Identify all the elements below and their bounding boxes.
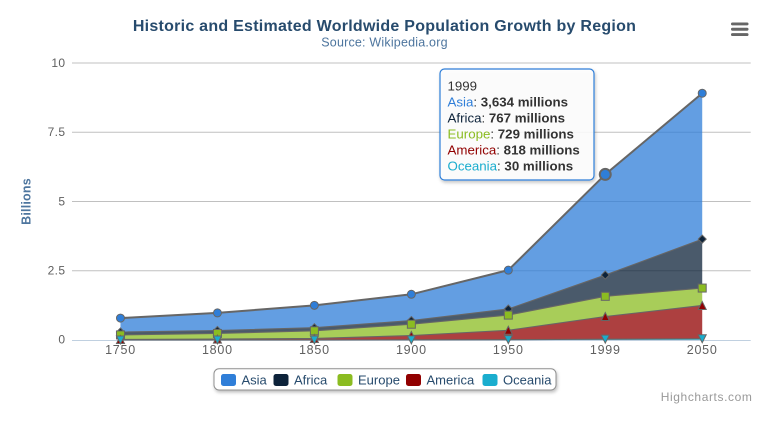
svg-text:5: 5: [58, 195, 65, 209]
svg-text:Asia: 3,634 millions: Asia: 3,634 millions: [448, 95, 568, 110]
svg-text:1750: 1750: [105, 343, 136, 357]
svg-text:Africa: Africa: [294, 373, 328, 388]
svg-text:Asia: Asia: [242, 373, 268, 388]
svg-text:Africa: 767 millions: Africa: 767 millions: [448, 111, 566, 126]
svg-text:Source: Wikipedia.org: Source: Wikipedia.org: [321, 36, 447, 50]
svg-text:Oceania: Oceania: [503, 373, 552, 388]
svg-text:America: America: [427, 373, 475, 388]
svg-text:Historic and Estimated Worldwi: Historic and Estimated Worldwide Populat…: [133, 18, 636, 35]
svg-text:2050: 2050: [687, 343, 718, 357]
svg-text:1850: 1850: [299, 343, 330, 357]
svg-text:1900: 1900: [396, 343, 427, 357]
svg-text:America: 818 millions: America: 818 millions: [448, 143, 580, 158]
svg-text:10: 10: [51, 56, 65, 70]
svg-text:Highcharts.com: Highcharts.com: [661, 390, 753, 404]
svg-text:0: 0: [58, 333, 65, 347]
svg-text:2.5: 2.5: [48, 264, 66, 278]
svg-text:Oceania: 30 millions: Oceania: 30 millions: [448, 159, 574, 174]
svg-text:7.5: 7.5: [48, 125, 66, 139]
svg-text:Europe: Europe: [358, 373, 400, 388]
svg-text:1999: 1999: [590, 343, 621, 357]
svg-text:1999: 1999: [448, 79, 478, 94]
svg-text:Europe: 729 millions: Europe: 729 millions: [448, 127, 574, 142]
svg-text:1950: 1950: [493, 343, 524, 357]
svg-text:Billions: Billions: [20, 178, 34, 225]
svg-text:1800: 1800: [202, 343, 233, 357]
